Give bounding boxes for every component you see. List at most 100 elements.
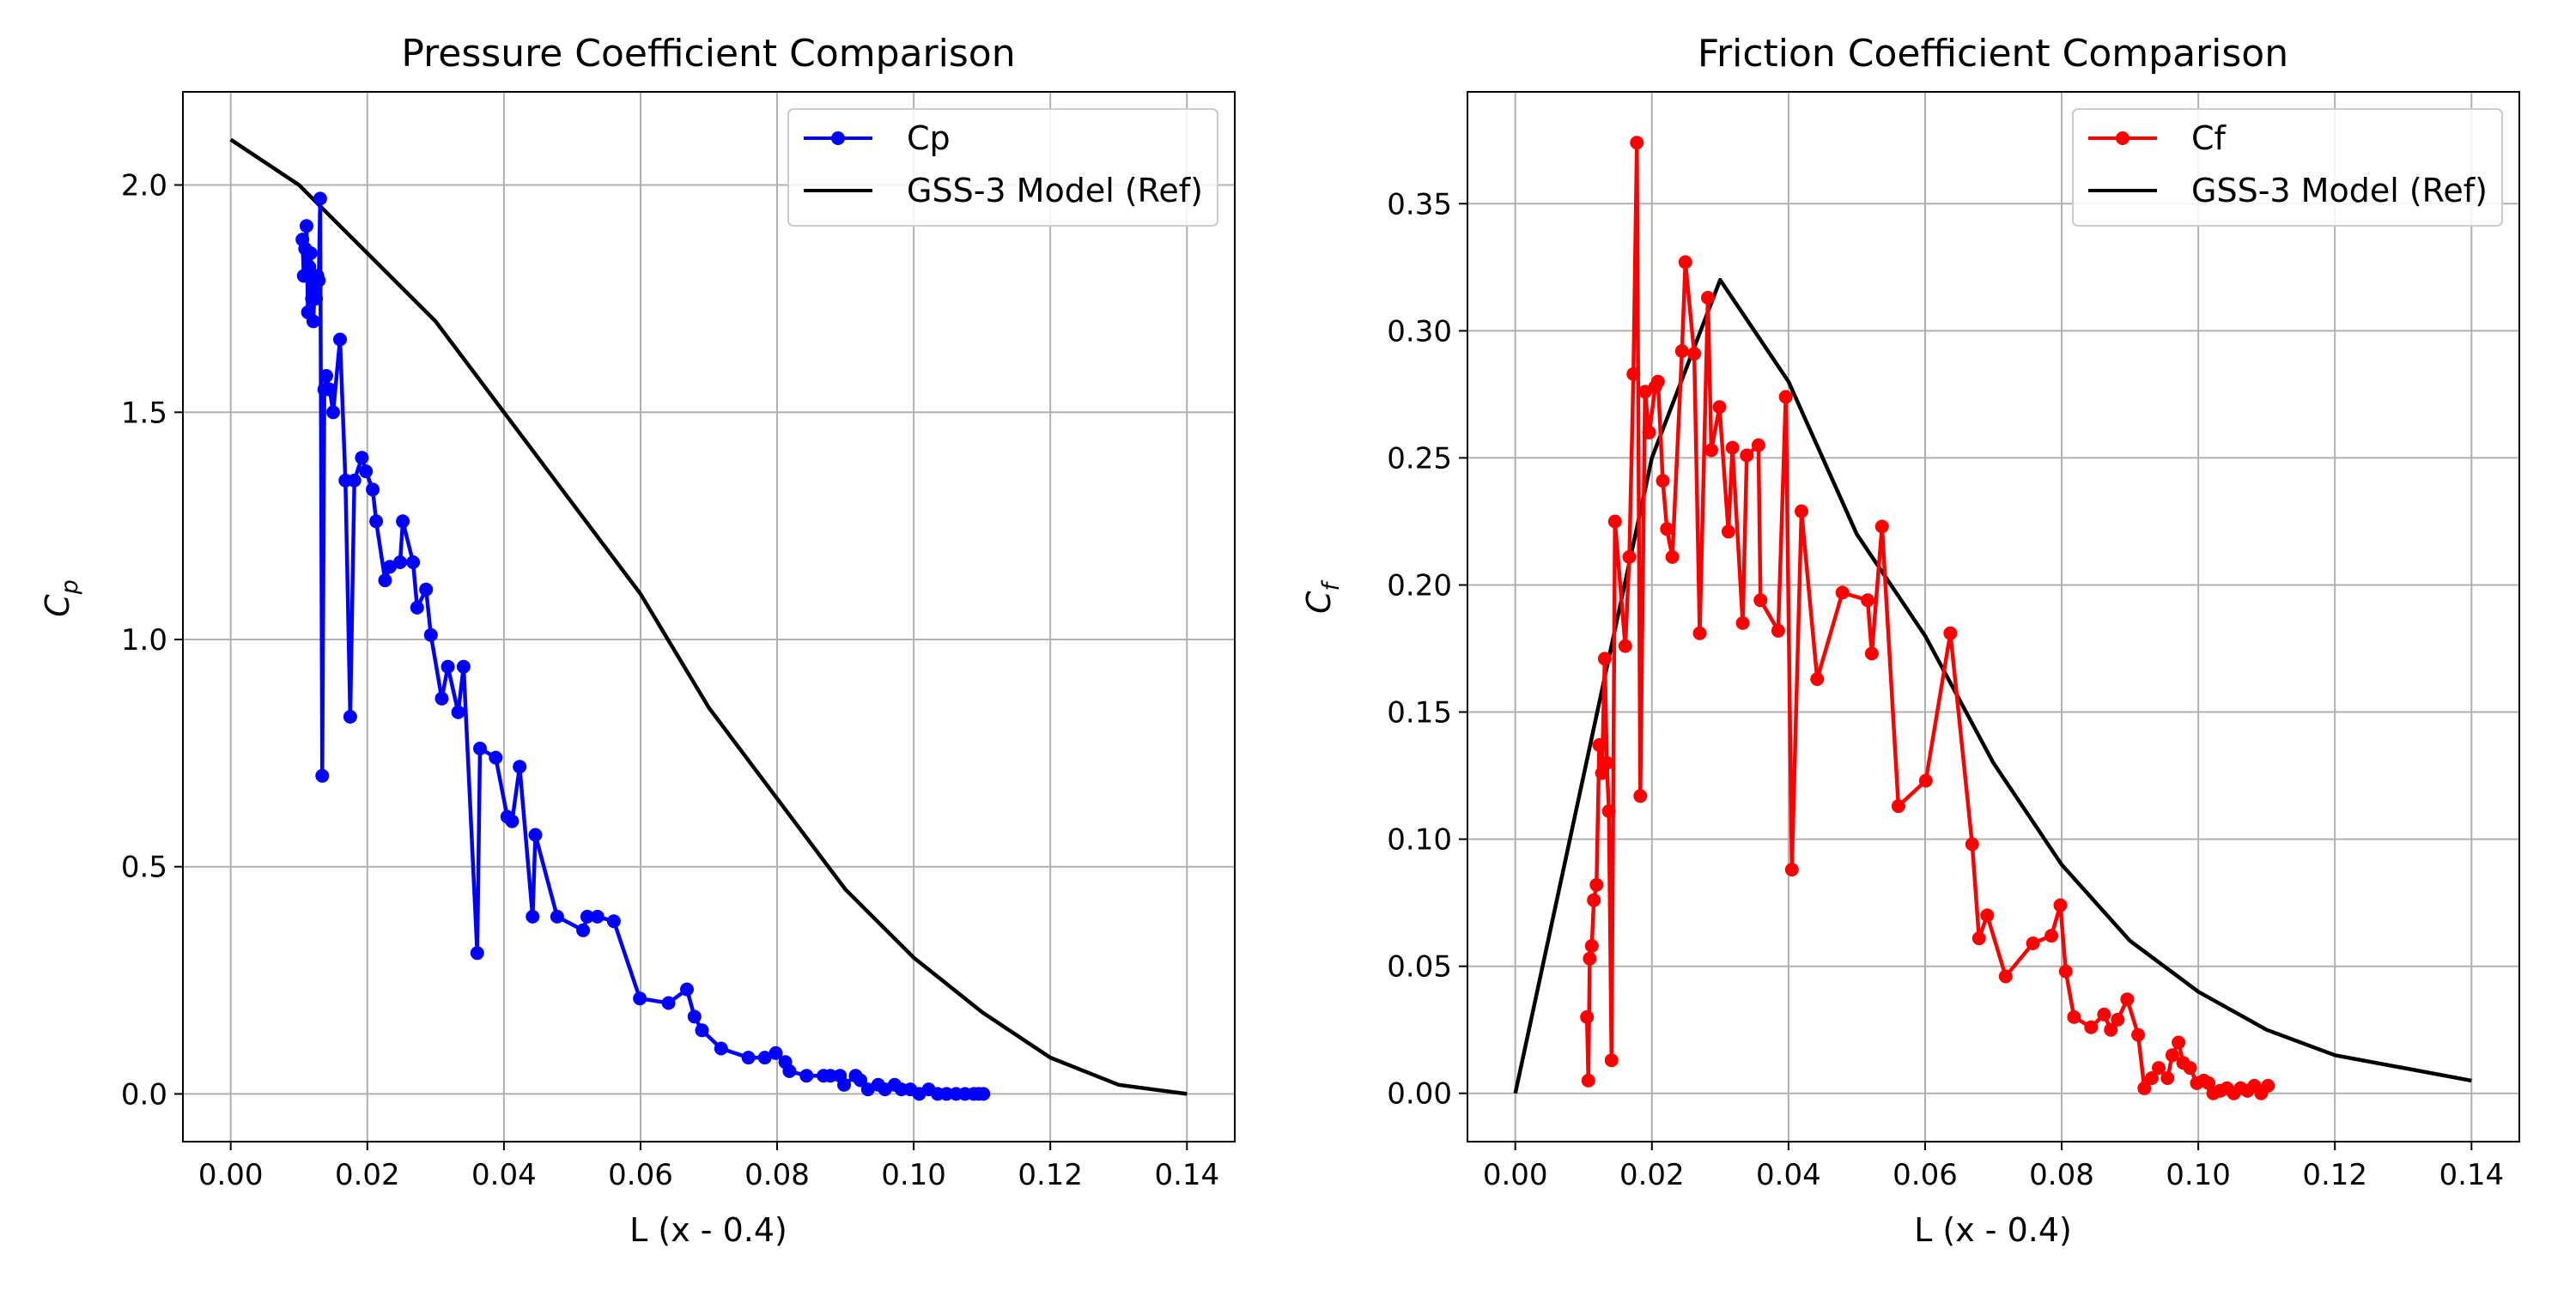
x-tick-label: 0.14 — [1154, 1158, 1219, 1192]
data-point — [976, 1087, 991, 1101]
data-point — [451, 705, 465, 719]
data-point — [939, 1087, 954, 1101]
data-point — [1597, 652, 1612, 666]
x-tick-label: 0.04 — [1756, 1158, 1821, 1192]
data-point — [313, 191, 327, 206]
data-point — [2261, 1078, 2275, 1093]
data-point — [369, 514, 384, 529]
data-point — [410, 600, 424, 615]
y-tick-label: 0.20 — [1387, 569, 1452, 603]
x-tick-label: 0.14 — [2439, 1158, 2504, 1192]
data-point — [470, 946, 484, 961]
data-point — [2104, 1022, 2118, 1037]
data-point — [1665, 549, 1680, 564]
grid — [183, 92, 1235, 1142]
legend: Cf GSS-3 Model (Ref) — [2072, 108, 2503, 227]
data-point — [333, 332, 347, 347]
data-point — [2172, 1035, 2186, 1050]
data-point — [2183, 1061, 2197, 1076]
data-point — [1660, 522, 1674, 536]
data-point — [769, 1046, 783, 1060]
data-point — [528, 827, 543, 842]
y-tick-label: 0.00 — [1387, 1077, 1452, 1112]
plot-area-frame — [182, 91, 1236, 1143]
data-point — [1678, 255, 1692, 270]
data-point — [714, 1041, 728, 1056]
data-point — [1971, 931, 1986, 946]
data-point — [606, 914, 621, 929]
x-tick-label: 0.10 — [881, 1158, 946, 1192]
data-point — [1701, 290, 1715, 305]
x-tick-label: 0.00 — [1483, 1158, 1548, 1192]
y-axis-label-subscript: p — [57, 579, 83, 595]
y-tick-label: 0.05 — [1387, 950, 1452, 985]
y-tick-label: 1.5 — [121, 396, 167, 430]
data-point — [355, 451, 369, 465]
data-point — [309, 291, 324, 306]
data-point — [1980, 908, 1995, 923]
data-point — [823, 1069, 838, 1083]
legend-label: Cp — [907, 119, 951, 157]
chart-title: Friction Coefficient Comparison — [1698, 32, 2288, 76]
data-point — [1918, 773, 1933, 788]
data-point — [1712, 400, 1727, 415]
data-point — [687, 1009, 702, 1024]
data-point — [661, 996, 676, 1010]
data-point — [1592, 738, 1607, 752]
y-tick-label: 2.0 — [121, 169, 167, 203]
data-point — [406, 555, 421, 569]
data-point — [2053, 898, 2068, 912]
x-tick-label: 0.12 — [1018, 1158, 1083, 1192]
data-point — [2058, 964, 2073, 979]
data-point — [1650, 374, 1665, 389]
data-point — [782, 1064, 797, 1078]
data-point — [1998, 969, 2013, 984]
y-tick-label: 0.0 — [121, 1077, 167, 1112]
legend-swatch-marker — [2116, 131, 2129, 145]
data-point — [1751, 438, 1765, 452]
data-point — [550, 909, 564, 924]
data-point — [1874, 519, 1889, 534]
data-point — [1692, 626, 1707, 640]
data-point — [633, 991, 647, 1006]
data-point — [1721, 524, 1735, 539]
legend-box — [2072, 108, 2503, 227]
data-point — [526, 909, 540, 924]
x-tick-label: 0.08 — [2029, 1158, 2094, 1192]
data-point — [1626, 367, 1641, 381]
data-point — [383, 560, 397, 574]
data-point — [505, 814, 519, 828]
data-point — [319, 368, 333, 383]
data-point — [378, 573, 392, 588]
x-tick-label: 0.04 — [471, 1158, 537, 1192]
data-point — [1580, 1009, 1595, 1024]
data-point — [366, 482, 380, 497]
data-point — [2160, 1071, 2175, 1085]
y-tick-label: 0.25 — [1387, 441, 1452, 476]
data-point — [799, 1069, 814, 1083]
x-tick-label: 0.02 — [1619, 1158, 1685, 1192]
data-point — [1637, 385, 1652, 399]
data-point — [1601, 804, 1616, 818]
legend-entry: Cf — [2088, 119, 2227, 157]
data-point — [1618, 639, 1632, 653]
data-point — [1753, 593, 1768, 608]
y-tick-label: 1.0 — [121, 623, 167, 658]
data-point — [489, 750, 503, 765]
chart-title: Pressure Coefficient Comparison — [401, 32, 1015, 76]
data-point — [741, 1051, 756, 1065]
data-point — [393, 555, 407, 569]
data-point — [1630, 136, 1644, 150]
data-point — [757, 1051, 772, 1065]
data-point — [1622, 549, 1637, 564]
data-point — [2097, 1007, 2111, 1021]
legend-swatch-marker — [831, 131, 845, 145]
data-point — [1583, 951, 1597, 966]
data-point — [1771, 623, 1785, 638]
data-point — [1965, 837, 1979, 852]
x-axis-label: L (x - 0.4) — [1914, 1211, 2072, 1249]
series-line-gss-3-model-ref — [229, 137, 1188, 1096]
data-point — [1864, 646, 1879, 661]
data-point — [837, 1077, 851, 1092]
plot-series — [1513, 136, 2472, 1100]
